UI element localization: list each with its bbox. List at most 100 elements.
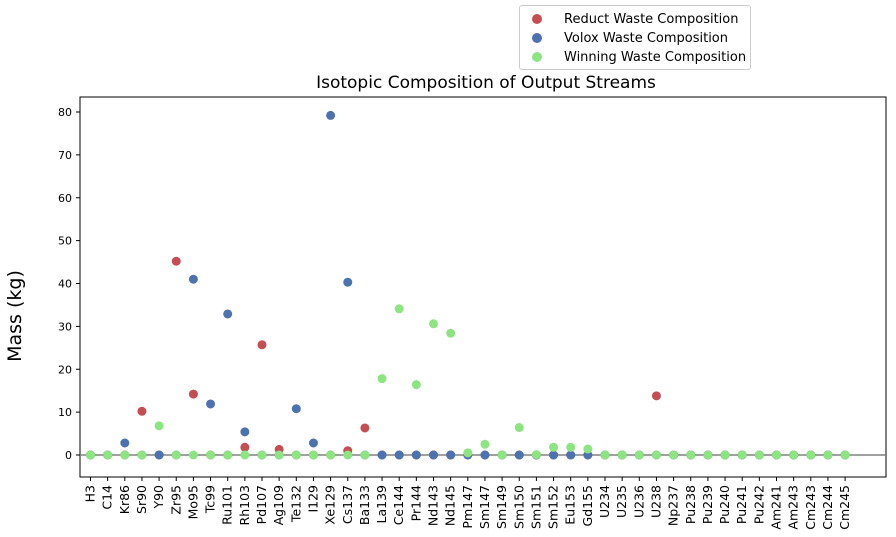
x-tick-label: Eu153: [563, 485, 578, 525]
data-point-volox-rh103: [240, 427, 250, 437]
data-point-winning-np237: [669, 450, 679, 460]
data-point-winning-pm147: [463, 448, 473, 458]
data-point-reduct-u238: [651, 391, 661, 401]
y-axis-ticks: 0 10 20 30 40 50 60 70 80: [58, 106, 80, 462]
x-tick-label: Tc99: [203, 485, 218, 514]
y-tick-label: 60: [58, 192, 72, 205]
data-point-winning-sm149: [497, 450, 507, 460]
x-tick-label: Ag109: [271, 485, 286, 525]
data-point-volox-eu153: [566, 450, 576, 460]
data-point-winning-pd107: [257, 450, 267, 460]
data-point-reduct-rh103: [240, 442, 250, 452]
data-point-winning-cs137: [343, 450, 353, 460]
legend-item-volox: Volox Waste Composition: [528, 29, 728, 47]
x-tick-label: Y90: [151, 485, 166, 510]
y-axis-label: Mass (kg): [4, 270, 26, 362]
data-point-volox-xe129: [326, 110, 336, 120]
x-tick-label: H3: [83, 485, 98, 502]
data-point-volox-nd143: [429, 450, 438, 460]
legend-marker-reduct: [532, 14, 542, 24]
legend-label-winning: Winning Waste Composition: [564, 49, 747, 65]
x-tick-label: Zr95: [168, 485, 183, 515]
x-tick-label: Pu239: [700, 485, 715, 524]
x-tick-label: Cm243: [803, 485, 818, 530]
data-point-winning-nd145: [446, 328, 456, 338]
data-point-winning-am241: [772, 450, 781, 460]
data-point-winning-ba133: [360, 450, 370, 460]
x-tick-label: U238: [648, 485, 663, 518]
x-tick-label: Kr86: [117, 485, 132, 514]
data-point-volox-kr86: [120, 438, 130, 448]
y-tick-label: 30: [58, 320, 72, 333]
data-point-volox-sm152: [549, 450, 559, 460]
x-tick-label: Sm147: [477, 485, 492, 529]
data-point-volox-i129: [308, 438, 318, 448]
x-tick-label: Sm150: [511, 485, 526, 529]
x-tick-label: Sm149: [494, 485, 509, 529]
data-point-volox-sm150: [514, 450, 524, 460]
x-tick-label: Nd143: [426, 485, 441, 526]
data-point-winning-eu153: [566, 442, 576, 452]
data-point-winning-la139: [377, 374, 387, 384]
x-tick-label: La139: [374, 485, 389, 524]
x-tick-label: Pu238: [683, 485, 698, 524]
data-point-winning-pu239: [703, 450, 713, 460]
x-tick-label: U234: [597, 485, 612, 518]
x-tick-label: Np237: [666, 485, 681, 526]
data-point-winning-u235: [617, 450, 627, 460]
data-point-winning-pu242: [754, 450, 764, 460]
data-point-winning-tc99: [206, 450, 216, 460]
data-point-winning-am243: [789, 450, 799, 460]
data-points: [86, 110, 850, 460]
data-point-winning-sm152: [549, 442, 559, 452]
x-tick-label: Cs137: [340, 485, 355, 524]
data-point-winning-te132: [291, 450, 301, 460]
data-point-winning-ag109: [274, 450, 284, 460]
x-tick-label: Sr90: [134, 485, 149, 514]
x-tick-label: Xe129: [323, 485, 338, 525]
y-tick-label: 10: [58, 406, 72, 419]
x-tick-label: Ru101: [220, 485, 235, 525]
data-point-volox-pr144: [411, 450, 421, 460]
data-point-winning-kr86: [120, 450, 130, 460]
x-tick-label: I129: [305, 485, 320, 513]
data-point-winning-pu240: [720, 450, 730, 460]
data-point-volox-te132: [291, 404, 301, 414]
y-tick-label: 20: [58, 363, 72, 376]
data-point-volox-nd145: [446, 450, 456, 460]
data-point-winning-sr90: [137, 450, 147, 460]
x-tick-label: Pr144: [408, 485, 423, 521]
data-point-volox-sm147: [480, 450, 490, 460]
x-tick-label: Mo95: [185, 485, 200, 519]
x-tick-label: Sm152: [546, 485, 561, 529]
legend-item-winning: Winning Waste Composition: [528, 48, 746, 66]
data-point-winning-cm244: [823, 450, 833, 460]
x-tick-label: Cm245: [837, 485, 852, 530]
data-point-reduct-mo95: [188, 389, 198, 399]
data-point-winning-sm150: [514, 423, 524, 433]
y-tick-label: 50: [58, 235, 72, 248]
data-point-winning-ce144: [394, 304, 404, 314]
y-tick-label: 40: [58, 278, 72, 291]
data-point-winning-cm245: [840, 450, 850, 460]
x-tick-label: Gd155: [580, 485, 595, 526]
x-tick-label: Ba133: [357, 485, 372, 525]
data-point-winning-c14: [103, 450, 113, 460]
x-tick-label: Nd145: [443, 485, 458, 526]
data-point-winning-y90: [154, 421, 164, 431]
data-point-reduct-zr95: [171, 256, 181, 266]
y-tick-label: 70: [58, 149, 72, 162]
data-point-winning-i129: [308, 450, 318, 460]
x-tick-label: Am243: [786, 485, 801, 530]
x-tick-label: Pu241: [734, 485, 749, 524]
data-point-winning-gd155: [583, 444, 593, 454]
data-point-winning-rh103: [240, 450, 250, 460]
data-point-winning-cm243: [806, 450, 816, 460]
chart-title: Isotopic Composition of Output Streams: [316, 73, 656, 93]
data-point-reduct-sr90: [137, 406, 147, 416]
legend-label-volox: Volox Waste Composition: [564, 30, 729, 46]
data-point-winning-xe129: [326, 450, 336, 460]
x-tick-label: Cm244: [820, 485, 835, 530]
data-point-winning-mo95: [188, 450, 198, 460]
